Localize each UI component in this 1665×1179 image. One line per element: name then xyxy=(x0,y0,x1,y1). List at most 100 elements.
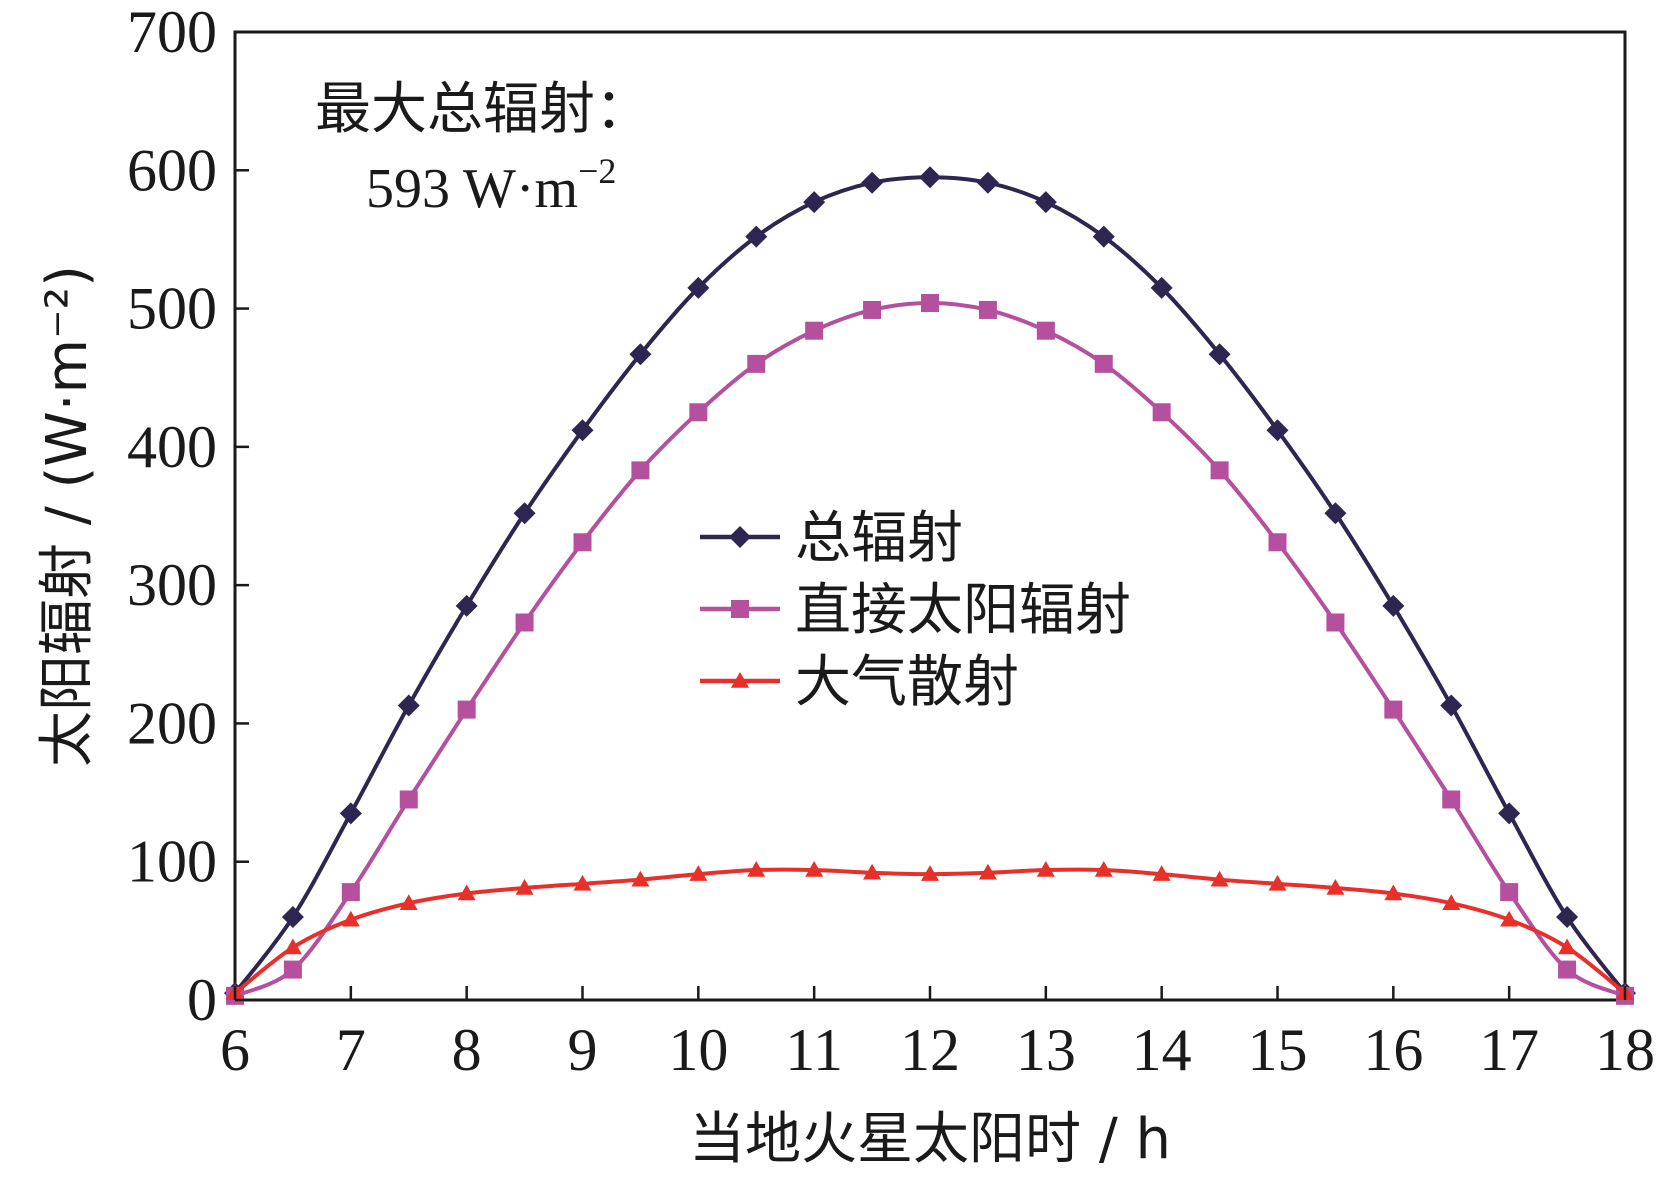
data-point xyxy=(515,613,534,632)
max-radiation-annotation: 最大总辐射： 593 W·m−2 xyxy=(315,77,651,220)
data-point xyxy=(978,300,997,319)
data-point xyxy=(1266,419,1289,442)
x-tick-label: 14 xyxy=(1132,1017,1192,1083)
data-point xyxy=(863,863,882,880)
annotation-label: 最大总辐射： xyxy=(315,77,651,142)
data-point xyxy=(921,294,939,313)
data-point xyxy=(457,884,476,901)
data-point xyxy=(689,403,708,422)
x-tick-label: 12 xyxy=(900,1017,960,1083)
data-point xyxy=(631,461,650,480)
data-point xyxy=(1092,225,1115,248)
data-point xyxy=(1094,354,1113,373)
legend-swatch-marker xyxy=(731,600,749,618)
x-axis: 6 7 8 9 10 11 12 13 14 15 16 17 18 xyxy=(220,986,1655,1083)
data-point xyxy=(1150,276,1173,299)
data-point xyxy=(1500,883,1519,902)
y-tick-label: 600 xyxy=(127,137,217,203)
data-point xyxy=(1210,461,1229,480)
data-point xyxy=(513,502,536,525)
data-point xyxy=(341,883,360,902)
y-tick-label: 300 xyxy=(127,552,217,618)
data-point xyxy=(457,700,476,719)
data-point xyxy=(283,960,302,979)
data-point xyxy=(861,171,884,194)
y-axis-title: 太阳辐射 / (W·m⁻²) xyxy=(35,265,100,767)
x-axis-title: 当地火星太阳时 / h xyxy=(689,1107,1171,1172)
legend-item: 直接太阳辐射 xyxy=(700,578,1131,643)
x-tick-label: 16 xyxy=(1363,1017,1423,1083)
data-point xyxy=(573,533,592,552)
legend-swatch-marker xyxy=(731,672,749,688)
data-point xyxy=(1500,910,1519,927)
data-point xyxy=(1498,802,1521,825)
y-tick-label: 400 xyxy=(127,414,217,480)
legend-swatch-marker xyxy=(729,526,751,548)
data-point xyxy=(397,694,420,717)
series-2 xyxy=(226,861,1634,1000)
data-point xyxy=(1036,861,1055,877)
data-point xyxy=(1034,191,1057,214)
data-point xyxy=(1152,403,1171,422)
data-point xyxy=(573,874,592,891)
y-axis: 0 100 200 300 400 500 600 700 xyxy=(127,0,249,1033)
data-point xyxy=(1152,865,1171,881)
data-point xyxy=(687,276,710,299)
data-point xyxy=(1268,533,1287,552)
data-point xyxy=(339,802,362,825)
y-tick-label: 500 xyxy=(127,276,217,342)
x-tick-label: 18 xyxy=(1595,1017,1655,1083)
data-point xyxy=(745,225,768,248)
annotation-value-text: 593 W·m xyxy=(366,158,578,220)
y-tick-label: 100 xyxy=(127,829,217,895)
data-point xyxy=(1442,894,1461,910)
data-point xyxy=(1326,613,1345,632)
data-point xyxy=(281,906,304,929)
data-point xyxy=(631,870,650,887)
data-point xyxy=(805,321,824,340)
data-point xyxy=(629,343,652,366)
data-point xyxy=(921,865,939,881)
data-point xyxy=(863,300,882,319)
legend-label: 总辐射 xyxy=(795,506,963,571)
data-point xyxy=(1440,694,1463,717)
legend-label: 直接太阳辐射 xyxy=(795,578,1131,643)
x-tick-label: 8 xyxy=(452,1017,482,1083)
x-tick-label: 11 xyxy=(785,1017,843,1083)
legend-item: 大气散射 xyxy=(700,650,1019,715)
x-tick-label: 15 xyxy=(1248,1017,1308,1083)
data-point xyxy=(1442,790,1461,809)
data-point xyxy=(919,166,941,189)
data-point xyxy=(1556,906,1579,929)
data-point xyxy=(1210,870,1229,887)
data-point xyxy=(976,171,999,194)
data-point xyxy=(341,910,360,927)
data-point xyxy=(1094,861,1113,877)
data-point xyxy=(747,354,766,373)
data-point xyxy=(1268,874,1287,891)
data-point xyxy=(571,419,594,442)
data-point xyxy=(805,861,824,877)
legend-label: 大气散射 xyxy=(795,650,1019,715)
y-tick-label: 700 xyxy=(127,0,217,65)
data-point xyxy=(1326,878,1345,895)
data-point xyxy=(978,863,997,880)
annotation-value-exponent: −2 xyxy=(578,151,616,191)
data-point xyxy=(283,938,302,955)
data-point xyxy=(1324,502,1347,525)
x-tick-label: 7 xyxy=(336,1017,366,1083)
annotation-value: 593 W·m−2 xyxy=(366,151,616,220)
data-point xyxy=(1208,343,1231,366)
data-point xyxy=(1382,594,1405,617)
y-tick-label: 0 xyxy=(187,967,217,1033)
y-tick-label: 200 xyxy=(127,690,217,756)
x-tick-label: 17 xyxy=(1479,1017,1539,1083)
data-point xyxy=(399,894,418,910)
data-point xyxy=(399,790,418,809)
data-point xyxy=(1558,938,1577,955)
data-point xyxy=(1384,700,1403,719)
data-point xyxy=(515,878,534,895)
data-point xyxy=(747,861,766,877)
